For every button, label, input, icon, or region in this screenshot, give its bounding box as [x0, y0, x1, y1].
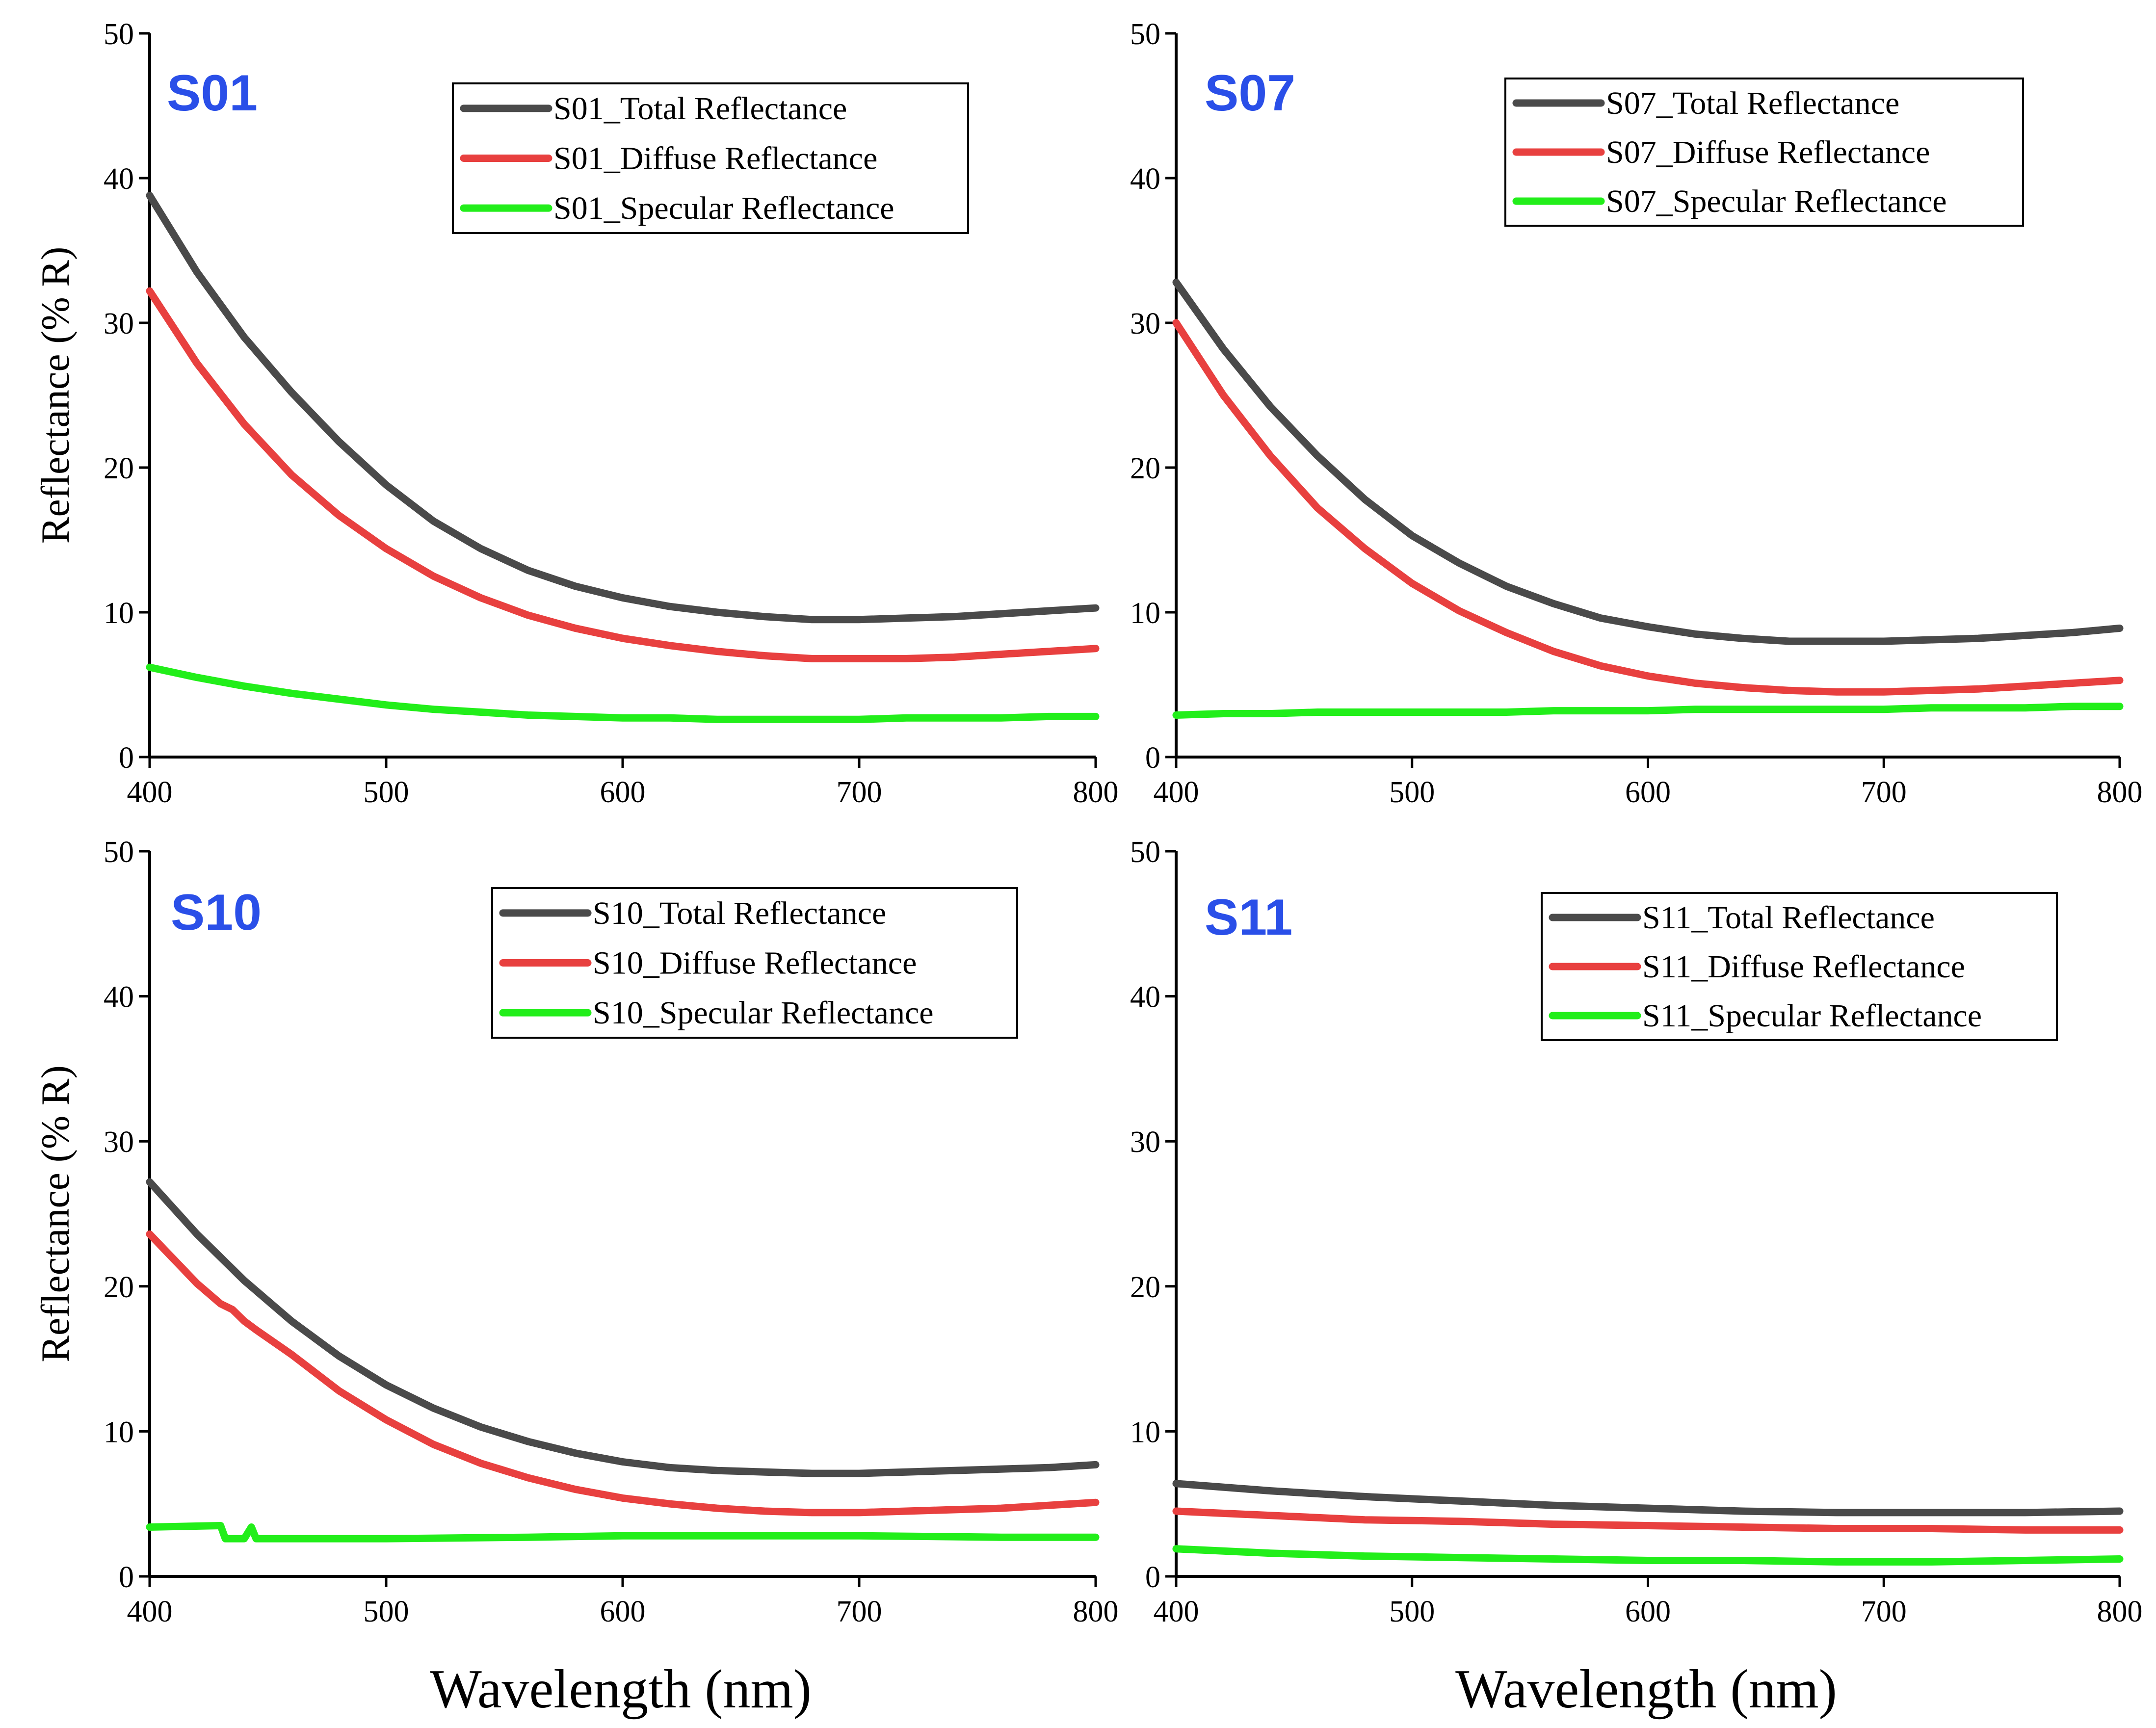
y-tick-label: 30	[1130, 307, 1160, 340]
y-tick-label: 50	[1130, 836, 1160, 869]
series-line-diffuse	[146, 1230, 1100, 1517]
series-line-total	[1172, 1480, 2124, 1517]
x-tick-label: 800	[2097, 1595, 2143, 1628]
y-tick-label: 20	[104, 1271, 134, 1304]
series-line-specular	[146, 1522, 1100, 1543]
x-tick-label: 800	[1073, 1595, 1119, 1628]
x-tick-label: 700	[1861, 776, 1907, 809]
x-tick-label: 700	[1861, 1595, 1907, 1628]
legend-label: S11_Total Reflectance	[1642, 900, 1935, 936]
y-tick-label: 40	[1130, 981, 1160, 1014]
y-tick-label: 30	[1130, 1126, 1160, 1159]
legend-label: S01_Total Reflectance	[553, 91, 847, 127]
chart-panel-s01: 0 10 20 30 40 50 400 500 600 700 800 Reflectance (%…	[33, 18, 1119, 809]
y-tick-label: 20	[1130, 1271, 1160, 1304]
x-tick-label: 500	[1389, 776, 1435, 809]
y-tick-label: 50	[1130, 18, 1160, 51]
y-tick-label: 50	[104, 18, 134, 51]
legend-label: S10_Specular Reflectance	[593, 995, 934, 1031]
y-tick-label: 20	[1130, 452, 1160, 485]
series-line-diffuse	[1172, 1507, 2124, 1534]
y-axis-title: Reflectance (% R)	[33, 247, 78, 544]
series-line-diffuse	[146, 287, 1100, 662]
x-tick-label: 700	[837, 776, 882, 809]
x-tick-label: 400	[1154, 1595, 1199, 1628]
x-tick-label: 600	[1625, 776, 1671, 809]
y-tick-label: 50	[104, 836, 134, 869]
x-tick-label: 800	[1073, 776, 1119, 809]
legend-label: S07_Specular Reflectance	[1606, 183, 1947, 219]
series-line-total	[1172, 278, 2124, 645]
panel-label: S11	[1205, 889, 1292, 946]
x-tick-label: 500	[364, 1595, 409, 1628]
y-tick-label: 10	[1130, 597, 1160, 630]
y-axis-title: Reflectance (% R)	[33, 1065, 78, 1362]
y-tick-label: 40	[1130, 162, 1160, 196]
y-tick-label: 0	[119, 741, 134, 775]
legend-label: S01_Specular Reflectance	[553, 190, 894, 226]
legend-label: S07_Diffuse Reflectance	[1606, 134, 1930, 170]
x-tick-label: 500	[1389, 1595, 1435, 1628]
legend-label: S01_Diffuse Reflectance	[553, 141, 877, 177]
x-axis-title-left: Wavelength (nm)	[430, 1659, 812, 1720]
y-tick-label: 10	[104, 597, 134, 630]
x-tick-label: 400	[127, 776, 173, 809]
x-tick-label: 700	[837, 1595, 882, 1628]
series-line-specular	[1172, 703, 2124, 719]
y-tick-label: 40	[104, 162, 134, 196]
chart-panel-s10: 0 10 20 30 40 50 400 500 600 700 800 Reflectance (%…	[33, 836, 1119, 1628]
x-tick-label: 400	[1154, 776, 1199, 809]
y-tick-label: 0	[119, 1561, 134, 1594]
series-line-diffuse	[1172, 319, 2124, 696]
x-tick-label: 600	[600, 776, 646, 809]
chart-panel-s11: 0 10 20 30 40 50 400 500 600 700 800 S11 S11_Total R…	[1130, 836, 2143, 1628]
x-tick-label: 600	[1625, 1595, 1671, 1628]
x-tick-label: 800	[2097, 776, 2143, 809]
legend-label: S11_Specular Reflectance	[1642, 998, 1982, 1034]
x-tick-label: 400	[127, 1595, 173, 1628]
x-axis-title-right: Wavelength (nm)	[1455, 1659, 1837, 1720]
series-line-total	[146, 191, 1100, 624]
legend-label: S10_Diffuse Reflectance	[593, 945, 917, 981]
legend-label: S10_Total Reflectance	[593, 895, 886, 931]
y-tick-label: 0	[1145, 1561, 1160, 1594]
y-tick-label: 30	[104, 307, 134, 340]
y-tick-label: 0	[1145, 741, 1160, 775]
series-line-specular	[146, 663, 1100, 723]
y-tick-label: 10	[1130, 1415, 1160, 1449]
x-tick-label: 500	[364, 776, 409, 809]
y-tick-label: 30	[104, 1126, 134, 1159]
y-tick-label: 10	[104, 1415, 134, 1449]
chart-panel-s07: 0 10 20 30 40 50 400 500 600 700 800 S07 S07_Total R…	[1130, 18, 2143, 809]
panel-label: S10	[171, 884, 262, 941]
panel-label: S07	[1205, 65, 1295, 122]
series-line-total	[146, 1178, 1100, 1477]
legend-label: S11_Diffuse Reflectance	[1642, 949, 1965, 985]
x-tick-label: 600	[600, 1595, 646, 1628]
y-tick-label: 40	[104, 981, 134, 1014]
series-line-specular	[1172, 1545, 2124, 1566]
legend-label: S07_Total Reflectance	[1606, 85, 1899, 121]
panel-label: S01	[167, 65, 258, 122]
y-tick-label: 20	[104, 452, 134, 485]
